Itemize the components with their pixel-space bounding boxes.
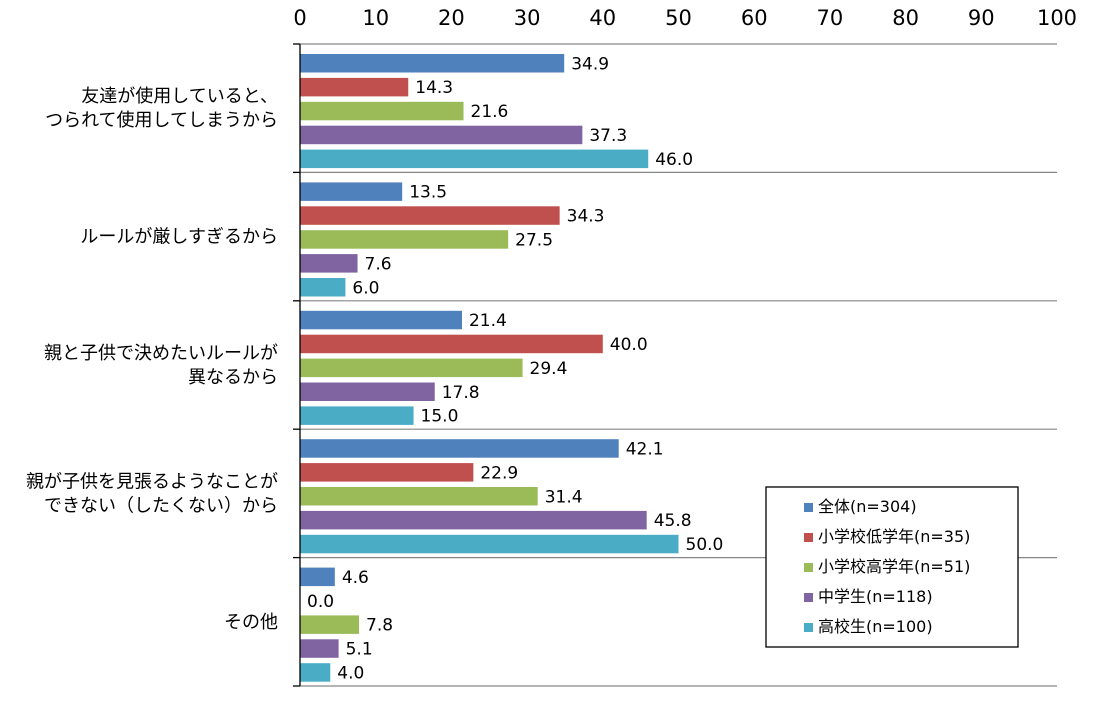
x-tick-label: 20 [438,6,465,30]
legend-swatch [804,533,813,542]
category-labels: 友達が使用していると、つられて使用してしまうからルールが厳しすぎるから親と子供で… [26,86,278,633]
category-label: つられて使用してしまうから [45,110,278,131]
value-label: 21.4 [469,311,507,331]
legend-swatch [804,593,813,602]
bar [300,439,619,458]
value-label: 6.0 [352,278,379,298]
x-tick-label: 30 [514,6,541,30]
bar [300,510,647,530]
legend-swatch [804,623,813,632]
bar [300,615,360,634]
legend-label: 全体(n=304) [818,497,917,516]
legend-swatch [804,503,813,512]
category-label: できない（したくない）から [44,495,278,516]
bar [300,125,583,145]
legend-label: 高校生(n=100) [818,617,933,636]
value-label: 37.3 [589,126,627,146]
bar [300,101,464,121]
value-label: 21.6 [471,102,509,122]
bar [300,639,339,658]
value-label: 27.5 [515,230,553,250]
bar [300,406,414,425]
bar [300,334,603,354]
legend-swatch [804,563,813,572]
legend-label: 小学校低学年(n=35) [818,527,970,546]
value-label: 13.5 [409,183,447,203]
category-separators [300,43,1057,687]
value-label: 22.9 [480,463,518,483]
category-label: その他 [224,612,278,633]
value-label: 15.0 [421,407,459,427]
category-label: 親が子供を見張るようなことが [26,471,278,492]
value-label: 29.4 [530,359,568,379]
bar [300,663,331,682]
legend: 全体(n=304) 小学校低学年(n=35) 小学校高学年(n=51) 中学生(n=1… [765,486,1019,648]
bar [300,182,403,201]
value-label: 14.3 [415,78,453,98]
legend-label: 小学校高学年(n=51) [818,557,970,576]
category-label: 親と子供で決めたいルールが [44,343,278,364]
x-tick-label: 60 [741,6,768,30]
value-label: 7.6 [365,254,392,274]
bar [300,230,509,249]
bar [300,254,358,273]
x-tick-label: 40 [589,6,616,30]
value-label: 4.0 [337,663,364,683]
bar [300,278,346,297]
bar [300,567,335,587]
axes [293,43,301,687]
bar [300,487,538,506]
bar [300,206,560,225]
category-label: 異なるから [188,367,278,388]
bar [300,382,435,401]
x-tick-label: 10 [362,6,389,30]
bar [300,358,523,378]
value-label: 0.0 [307,592,334,612]
x-tick-label: 80 [892,6,919,30]
bar [300,77,409,97]
x-tick-label: 90 [968,6,995,30]
value-label: 46.0 [655,150,693,170]
value-label: 7.8 [366,616,393,636]
category-label: ルールが厳しすぎるから [80,227,278,248]
bar [300,534,679,554]
x-tick-label: 0 [293,6,306,30]
value-label: 34.9 [571,54,609,74]
value-label: 42.1 [626,439,664,459]
x-tick-label: 100 [1037,6,1077,30]
x-tick-label: 50 [665,6,692,30]
value-label: 50.0 [686,535,724,555]
value-label: 45.8 [654,511,692,531]
bars [300,54,679,682]
value-label: 31.4 [545,487,583,507]
value-label: 5.1 [346,640,373,660]
value-label: 40.0 [610,335,648,355]
bar [300,54,565,73]
legend-label: 中学生(n=118) [818,587,933,606]
bar [300,149,649,169]
bar [300,463,474,482]
value-labels: 34.9 13.5 21.4 42.1 4.6 14.3 34.3 40.0 22.9 0.0 21… [307,54,723,683]
category-label: 友達が使用していると、 [81,86,278,107]
x-axis-ticks: 0 10 20 30 40 50 60 70 80 90 100 [293,6,1077,30]
x-tick-label: 70 [817,6,844,30]
value-label: 34.3 [567,207,605,227]
bar [300,310,462,330]
value-label: 17.8 [442,383,480,403]
value-label: 4.6 [342,568,369,588]
